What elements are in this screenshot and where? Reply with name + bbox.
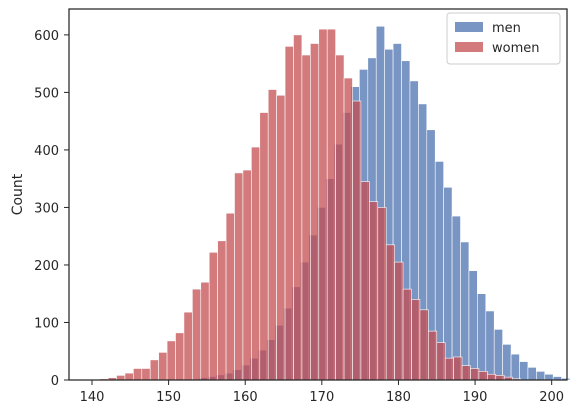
bar-women [318, 28, 328, 381]
x-tick-label: 180 [386, 390, 411, 405]
bar-women [478, 371, 488, 381]
bar-women [259, 112, 269, 381]
bar-women [436, 342, 446, 381]
y-tick-label: 300 [34, 201, 59, 216]
bar-women [343, 77, 353, 381]
bar-women [470, 368, 480, 381]
legend-label-men: men [492, 21, 521, 36]
x-tick-label: 170 [309, 390, 334, 405]
y-tick-label: 400 [34, 144, 59, 159]
bars-layer [99, 25, 571, 381]
bar-men [527, 367, 537, 381]
bar-men [451, 215, 461, 381]
bar-women [234, 172, 244, 381]
bar-men [485, 310, 495, 381]
bar-men [493, 329, 503, 381]
bar-women [251, 146, 261, 381]
bar-women [225, 212, 235, 381]
bar-women [428, 330, 438, 381]
bar-women [183, 311, 193, 381]
bar-men [510, 353, 520, 381]
y-tick-label: 200 [34, 259, 59, 274]
bar-women [200, 281, 210, 381]
bar-women [495, 375, 505, 381]
bar-women [326, 28, 336, 381]
bar-women [402, 288, 412, 381]
y-tick-label: 600 [34, 29, 59, 44]
bar-women [293, 34, 303, 381]
bar-women [208, 252, 218, 381]
bar-women [352, 100, 362, 381]
x-tick-label: 150 [156, 390, 181, 405]
bar-women [124, 372, 134, 381]
bar-women [461, 365, 471, 381]
bar-women [453, 356, 463, 381]
bar-women [419, 309, 429, 381]
bar-men [502, 344, 512, 381]
bar-women [149, 359, 159, 381]
bar-women [377, 207, 387, 381]
y-tick-label: 500 [34, 86, 59, 101]
bar-women [411, 299, 421, 381]
bar-men [544, 373, 554, 381]
bar-women [267, 89, 277, 381]
bar-women [175, 332, 185, 381]
y-axis-label: Count [10, 173, 26, 215]
x-tick-label: 190 [463, 390, 488, 405]
y-tick-label: 0 [51, 374, 59, 389]
bar-women [192, 288, 202, 381]
bar-women [385, 244, 395, 381]
x-axis: 140 150 160 170 180 190 200 [80, 380, 564, 405]
bar-women [141, 368, 151, 381]
bar-women [158, 352, 168, 381]
x-tick-label: 140 [80, 390, 105, 405]
bar-women [116, 375, 126, 381]
bar-women [335, 54, 345, 381]
bar-women [487, 373, 497, 381]
bar-men [468, 270, 478, 381]
y-tick-label: 100 [34, 316, 59, 331]
bar-men [536, 371, 546, 381]
legend-swatch-women [455, 42, 483, 52]
bar-women [360, 181, 370, 381]
bar-women [444, 357, 454, 381]
bar-women [133, 368, 143, 381]
bar-women [166, 340, 176, 381]
bar-men [477, 293, 487, 381]
bar-men [519, 361, 529, 381]
bar-women [242, 169, 252, 381]
y-axis: 0 100 200 300 400 500 600 [34, 29, 69, 389]
plot-frame [68, 8, 568, 381]
legend-swatch-men [455, 22, 483, 32]
legend: men women [446, 12, 561, 65]
bar-women [217, 240, 227, 381]
legend-label-women: women [492, 41, 540, 56]
bar-women [301, 54, 311, 381]
bar-women [310, 43, 320, 381]
x-tick-label: 200 [539, 390, 564, 405]
bar-women [284, 46, 294, 381]
bar-women [369, 201, 379, 381]
bar-women [276, 94, 286, 381]
bar-women [394, 261, 404, 381]
x-tick-label: 160 [233, 390, 258, 405]
